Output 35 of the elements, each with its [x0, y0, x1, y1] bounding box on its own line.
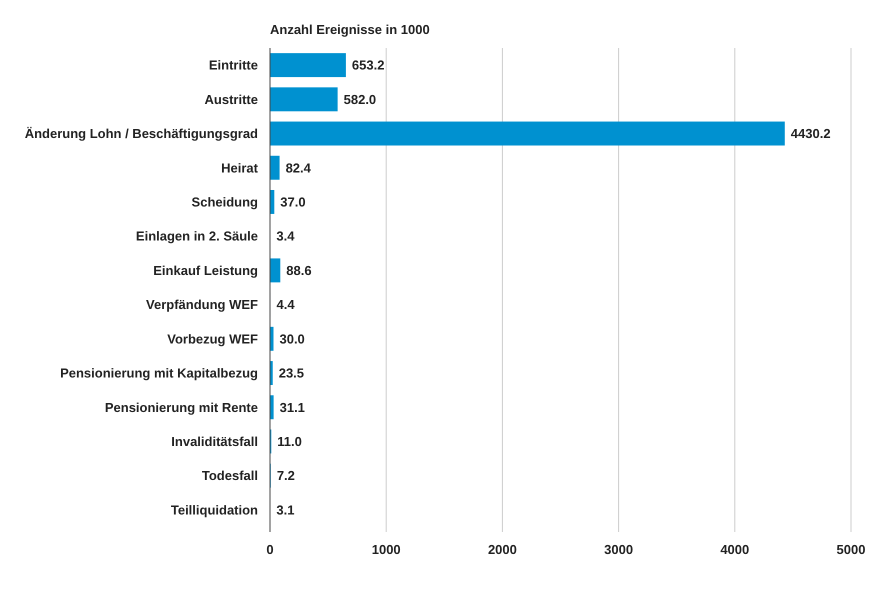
- y-tick-label: Pensionierung mit Rente: [104, 400, 258, 415]
- data-label: 4430.2: [790, 126, 831, 142]
- data-label: 3.4: [276, 228, 296, 244]
- x-tick-label: 0: [266, 542, 274, 557]
- y-tick-label: Pensionierung mit Kapitalbezug: [60, 366, 258, 381]
- data-label: 31.1: [280, 400, 305, 415]
- y-tick-label: Änderung Lohn / Beschäftigungsgrad: [24, 126, 258, 142]
- y-tick-label: Scheidung: [192, 194, 258, 210]
- data-label: 82.4: [286, 160, 312, 176]
- data-label: 37.0: [280, 194, 306, 210]
- y-tick-label: Invaliditätsfall: [171, 434, 258, 450]
- data-label: 7.2: [276, 468, 295, 484]
- data-label: 23.5: [278, 366, 304, 381]
- data-label: 653.2: [352, 58, 384, 73]
- data-label: 3.1: [276, 502, 294, 518]
- y-tick-label: Austritte: [204, 92, 258, 107]
- data-label: 4.4: [276, 297, 296, 312]
- data-label: 88.6: [286, 262, 312, 278]
- y-tick-label: Heirat: [221, 160, 259, 176]
- x-tick-label: 4000: [720, 542, 750, 557]
- y-tick-label: Einkauf Leistung: [153, 262, 258, 278]
- chart-title: Anzahl Ereignisse in 1000: [270, 22, 430, 37]
- data-label: 582.0: [344, 92, 376, 107]
- y-tick-label: Verpfändung WEF: [146, 297, 258, 312]
- data-label: 30.0: [279, 331, 305, 346]
- y-tick-label: Vorbezug WEF: [167, 331, 258, 346]
- x-tick-label: 1000: [372, 542, 401, 557]
- y-tick-label: Todesfall: [202, 468, 258, 484]
- y-tick-label: Teilliquidation: [170, 502, 258, 518]
- y-tick-label: Einlagen in 2. Säule: [136, 228, 258, 244]
- y-tick-label: Eintritte: [208, 58, 258, 73]
- x-tick-label: 5000: [836, 542, 866, 557]
- x-tick-label: 2000: [488, 542, 517, 557]
- data-label: 11.0: [277, 434, 302, 450]
- x-tick-label: 3000: [604, 542, 634, 557]
